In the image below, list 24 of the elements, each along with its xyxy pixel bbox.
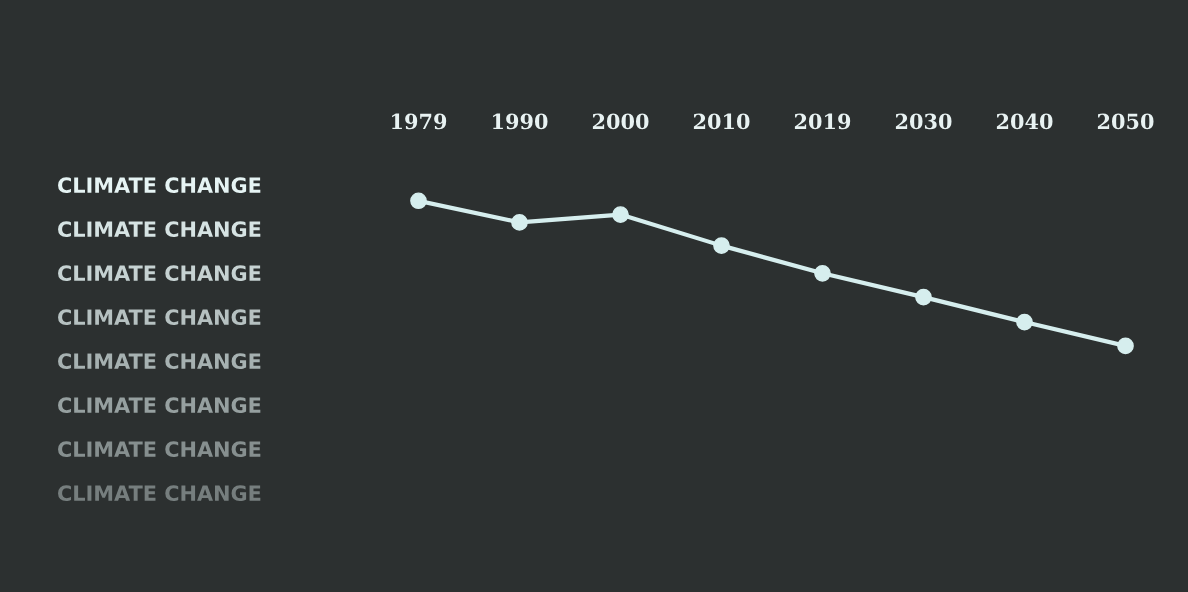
point xyxy=(814,264,831,282)
x-tick-label: 1979 xyxy=(392,113,447,130)
x-tick-label: 2030 xyxy=(895,113,952,130)
point xyxy=(1117,337,1134,355)
text: CLIMATE CHANGE xyxy=(58,221,261,238)
point xyxy=(511,214,528,231)
text: CLIMATE CHANGE xyxy=(58,309,261,326)
x-tick-label: 2040 xyxy=(996,113,1053,130)
text: CLIMATE CHANGE xyxy=(58,485,261,502)
point xyxy=(915,288,932,306)
text: CLIMATE CHANGE xyxy=(58,441,261,458)
point xyxy=(1016,313,1033,331)
text: CLIMATE CHANGE xyxy=(58,177,261,194)
x-tick-label: 1990 xyxy=(493,113,548,130)
x-tick-label: 2019 xyxy=(794,113,851,130)
point xyxy=(612,206,629,223)
x-tick-label: 2010 xyxy=(693,113,750,130)
point xyxy=(713,237,730,254)
x-tick-label: 2000 xyxy=(592,113,649,130)
text: CLIMATE CHANGE xyxy=(58,397,261,414)
text: CLIMATE CHANGE xyxy=(58,265,261,282)
point xyxy=(410,192,427,210)
x-tick-label: 2050 xyxy=(1097,113,1154,130)
text: CLIMATE CHANGE xyxy=(58,353,261,370)
